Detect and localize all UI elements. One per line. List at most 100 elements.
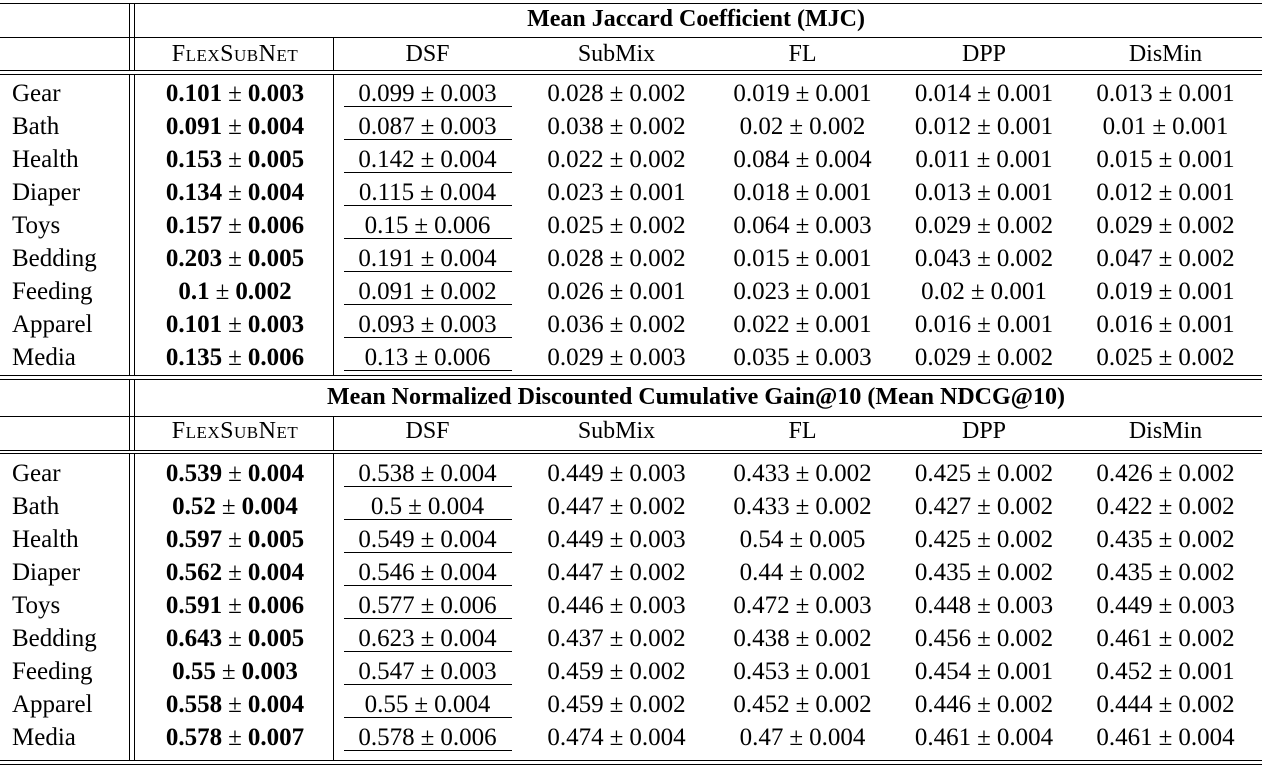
table-cell: 0.454 ±0.001 (893, 655, 1075, 688)
plus-minus-symbol: ± (228, 311, 242, 338)
mean-value: 0.55 (364, 691, 409, 718)
mean-value: 0.427 (914, 493, 972, 520)
table-cell: 0.091 ±0.004 (136, 110, 334, 143)
mean-value: 0.425 (914, 526, 972, 553)
table-cell: 0.47 ±0.004 (712, 721, 893, 754)
row-label: Gear (12, 80, 61, 107)
mean-value: 0.426 (1096, 460, 1153, 487)
table-cell: 0.425 ±0.002 (893, 523, 1075, 556)
std-value: 0.001 (815, 80, 872, 107)
horizontal-rule (0, 450, 1262, 452)
vertical-rule (333, 453, 335, 760)
plus-minus-symbol: ± (420, 146, 435, 173)
plus-minus-symbol: ± (789, 113, 804, 140)
mean-value: 0.043 (914, 245, 972, 272)
plus-minus-symbol: ± (789, 724, 804, 751)
plus-minus-symbol: ± (977, 80, 991, 107)
table-cell: 0.13 ±0.006 (334, 341, 521, 374)
table-cell: 0.546 ±0.004 (334, 556, 521, 589)
mean-value: 0.461 (1096, 625, 1153, 652)
mean-value: 0.447 (547, 559, 604, 586)
std-value: 0.004 (439, 179, 497, 206)
std-value: 0.003 (247, 311, 305, 338)
plus-minus-symbol: ± (977, 658, 991, 685)
vertical-rule (129, 3, 131, 70)
std-value: 0.001 (815, 179, 872, 206)
std-value: 0.006 (440, 592, 497, 619)
plus-minus-symbol: ± (1158, 179, 1173, 206)
std-value: 0.004 (247, 460, 305, 487)
plus-minus-symbol: ± (795, 344, 810, 371)
horizontal-rule (0, 37, 1262, 39)
plus-minus-symbol: ± (1158, 245, 1173, 272)
plus-minus-symbol: ± (789, 559, 804, 586)
std-value: 0.001 (996, 80, 1054, 107)
plus-minus-symbol: ± (609, 526, 624, 553)
table-cell: 0.547 ±0.003 (334, 655, 521, 688)
table-cell: 0.047 ±0.002 (1075, 242, 1256, 275)
std-value: 0.004 (440, 460, 497, 487)
plus-minus-symbol: ± (977, 311, 991, 338)
mean-value: 0.153 (165, 146, 223, 173)
mean-value: 0.597 (165, 526, 223, 553)
mean-value: 0.452 (1096, 658, 1153, 685)
std-value: 0.002 (996, 493, 1054, 520)
std-value: 0.004 (996, 724, 1054, 751)
mean-value: 0.447 (547, 493, 604, 520)
plus-minus-symbol: ± (977, 460, 991, 487)
mean-value: 0.025 (1096, 344, 1153, 371)
plus-minus-symbol: ± (795, 278, 810, 305)
horizontal-rule (0, 760, 1262, 762)
mean-value: 0.101 (165, 80, 223, 107)
plus-minus-symbol: ± (977, 592, 991, 619)
plus-minus-symbol: ± (795, 80, 810, 107)
row-label: Feeding (12, 278, 93, 305)
std-value: 0.004 (440, 559, 497, 586)
mean-value: 0.433 (733, 460, 790, 487)
mean-value: 0.44 (739, 559, 784, 586)
plus-minus-symbol: ± (420, 80, 435, 107)
horizontal-rule (0, 379, 1262, 381)
table-cell: 0.15 ±0.006 (334, 209, 521, 242)
plus-minus-symbol: ± (609, 344, 624, 371)
mean-value: 0.014 (914, 80, 972, 107)
plus-minus-symbol: ± (977, 559, 991, 586)
plus-minus-symbol: ± (977, 179, 991, 206)
table-cell: 0.101 ±0.003 (136, 77, 334, 110)
table-cell: 0.091 ±0.002 (334, 275, 521, 308)
table-cell: 0.643 ±0.005 (136, 622, 334, 655)
std-value: 0.002 (996, 625, 1054, 652)
table-cell: 0.019 ±0.001 (712, 77, 893, 110)
table-cell: 0.038 ±0.002 (521, 110, 712, 143)
vertical-rule (333, 74, 335, 375)
plus-minus-symbol: ± (609, 179, 624, 206)
table-cell: 0.157 ±0.006 (136, 209, 334, 242)
std-value: 0.006 (247, 212, 305, 239)
table-cell: 0.025 ±0.002 (1075, 341, 1256, 374)
plus-minus-symbol: ± (215, 278, 230, 305)
mean-value: 0.142 (358, 146, 415, 173)
mean-value: 0.203 (165, 245, 223, 272)
std-value: 0.003 (815, 344, 872, 371)
mean-value: 0.55 (172, 658, 216, 685)
std-value: 0.002 (629, 311, 686, 338)
table-cell: 0.452 ±0.001 (1075, 655, 1256, 688)
mean-value: 0.446 (914, 691, 972, 718)
mean-value: 0.02 (921, 278, 965, 305)
table-cell: 0.549 ±0.004 (334, 523, 521, 556)
mean-value: 0.029 (547, 344, 604, 371)
mean-value: 0.425 (914, 460, 972, 487)
mean-value: 0.022 (547, 146, 604, 173)
vertical-rule (129, 379, 131, 450)
plus-minus-symbol: ± (420, 658, 435, 685)
mean-value: 0.087 (358, 113, 415, 140)
std-value: 0.001 (815, 278, 872, 305)
std-value: 0.001 (996, 146, 1053, 173)
std-value: 0.001 (1178, 179, 1235, 206)
plus-minus-symbol: ± (1158, 80, 1173, 107)
plus-minus-symbol: ± (228, 460, 242, 487)
section-title: Mean Normalized Discounted Cumulative Ga… (327, 384, 1065, 410)
table-cell: 0.459 ±0.002 (521, 688, 712, 721)
table-cell: 0.087 ±0.003 (334, 110, 521, 143)
plus-minus-symbol: ± (795, 311, 810, 338)
